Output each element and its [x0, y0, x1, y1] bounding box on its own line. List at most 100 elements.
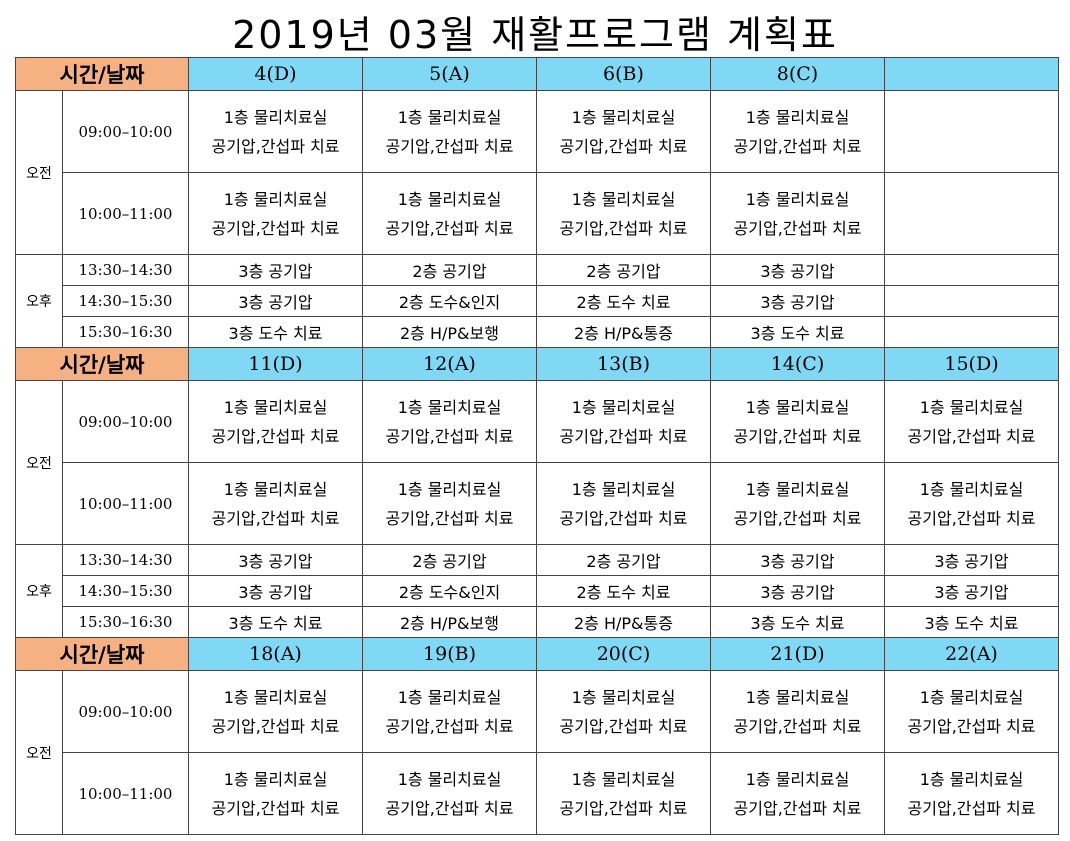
date-header: 4(D) — [188, 57, 363, 91]
period-label: 오후 — [15, 254, 63, 348]
period-label: 오전 — [15, 90, 63, 255]
schedule-cell: 3층 공기압 — [710, 575, 885, 607]
cell-line: 공기압,간섭파 치료 — [385, 218, 514, 238]
date-header: 19(B) — [362, 637, 537, 671]
cell-line: 공기압,간섭파 치료 — [559, 508, 688, 528]
schedule-cell: 3층 공기압 — [710, 254, 885, 286]
cell-line: 공기압,간섭파 치료 — [211, 426, 340, 446]
date-header: 6(B) — [536, 57, 711, 91]
cell-text: 2층 도수 치료 — [576, 583, 671, 602]
schedule-cell: 3층 공기압 — [884, 544, 1059, 576]
schedule-cell: 3층 공기압 — [710, 285, 885, 317]
time-slot: 09:00–10:00 — [62, 670, 189, 753]
time-slot: 13:30–14:30 — [62, 254, 189, 286]
cell-text: 3층 공기압 — [760, 262, 835, 281]
schedule-cell: 3층 도수 치료 — [710, 606, 885, 638]
cell-text: 2층 도수 치료 — [576, 293, 671, 312]
schedule-cell: 1층 물리치료실 공기압,간섭파 치료 — [536, 90, 711, 173]
time-slot: 15:30–16:30 — [62, 606, 189, 638]
cell-text: 2층 공기압 — [412, 262, 487, 281]
date-header: 12(A) — [362, 347, 537, 381]
cell-line: 1층 물리치료실 — [223, 189, 328, 209]
cell-text: 2층 도수&인지 — [398, 583, 501, 602]
cell-line: 1층 물리치료실 — [571, 107, 676, 127]
cell-line: 공기압,간섭파 치료 — [733, 716, 862, 736]
cell-line: 1층 물리치료실 — [571, 397, 676, 417]
cell-text: 2층 공기압 — [586, 552, 661, 571]
cell-text: 3층 공기압 — [238, 293, 313, 312]
header-label: 시간/날짜 — [15, 57, 189, 91]
period-label: 오전 — [15, 380, 63, 545]
time-slot: 14:30–15:30 — [62, 285, 189, 317]
cell-text: 2층 H/P&통증 — [574, 324, 673, 343]
cell-line: 1층 물리치료실 — [223, 107, 328, 127]
schedule-cell: 3층 공기압 — [188, 254, 363, 286]
cell-text: 3층 도수 치료 — [228, 324, 323, 343]
time-slot: 10:00–11:00 — [62, 172, 189, 255]
cell-line: 1층 물리치료실 — [745, 479, 850, 499]
schedule-cell — [884, 316, 1059, 348]
schedule-cell: 1층 물리치료실 공기압,간섭파 치료 — [536, 462, 711, 545]
cell-text: 2층 H/P&보행 — [400, 324, 499, 343]
cell-text: 3층 도수 치료 — [228, 614, 323, 633]
schedule-cell: 1층 물리치료실 공기압,간섭파 치료 — [710, 380, 885, 463]
schedule-cell: 2층 H/P&보행 — [362, 316, 537, 348]
cell-text: 2층 도수&인지 — [398, 293, 501, 312]
schedule-cell: 3층 도수 치료 — [884, 606, 1059, 638]
cell-line: 1층 물리치료실 — [745, 687, 850, 707]
cell-text: 3층 도수 치료 — [750, 614, 845, 633]
schedule-cell: 3층 공기압 — [188, 575, 363, 607]
schedule-cell: 1층 물리치료실 공기압,간섭파 치료 — [536, 752, 711, 835]
date-header: 11(D) — [188, 347, 363, 381]
schedule-cell: 2층 도수&인지 — [362, 285, 537, 317]
time-slot: 14:30–15:30 — [62, 575, 189, 607]
schedule-cell: 1층 물리치료실 공기압,간섭파 치료 — [362, 172, 537, 255]
cell-line: 공기압,간섭파 치료 — [211, 218, 340, 238]
cell-line: 1층 물리치료실 — [397, 397, 502, 417]
schedule-cell: 1층 물리치료실 공기압,간섭파 치료 — [710, 90, 885, 173]
schedule-cell: 3층 도수 치료 — [188, 606, 363, 638]
cell-line: 1층 물리치료실 — [919, 687, 1024, 707]
time-slot: 15:30–16:30 — [62, 316, 189, 348]
cell-line: 1층 물리치료실 — [223, 687, 328, 707]
period-label: 오후 — [15, 544, 63, 638]
cell-line: 공기압,간섭파 치료 — [211, 508, 340, 528]
cell-text: 3층 공기압 — [760, 293, 835, 312]
schedule-cell: 2층 공기압 — [536, 544, 711, 576]
schedule-cell: 1층 물리치료실 공기압,간섭파 치료 — [362, 462, 537, 545]
cell-line: 1층 물리치료실 — [223, 397, 328, 417]
cell-line: 1층 물리치료실 — [397, 769, 502, 789]
schedule-cell: 1층 물리치료실 공기압,간섭파 치료 — [188, 752, 363, 835]
schedule-cell: 2층 공기압 — [362, 544, 537, 576]
schedule-cell: 3층 공기압 — [188, 544, 363, 576]
schedule-cell — [884, 254, 1059, 286]
cell-text: 3층 공기압 — [760, 583, 835, 602]
cell-line: 1층 물리치료실 — [919, 479, 1024, 499]
header-label: 시간/날짜 — [15, 347, 189, 381]
cell-line: 공기압,간섭파 치료 — [385, 798, 514, 818]
schedule-cell: 1층 물리치료실 공기압,간섭파 치료 — [536, 670, 711, 753]
cell-text: 3층 도수 치료 — [750, 324, 845, 343]
cell-line: 공기압,간섭파 치료 — [211, 798, 340, 818]
cell-line: 1층 물리치료실 — [397, 687, 502, 707]
cell-line: 1층 물리치료실 — [745, 189, 850, 209]
cell-text: 3층 공기압 — [238, 262, 313, 281]
cell-text: 3층 공기압 — [934, 552, 1009, 571]
schedule-cell: 1층 물리치료실 공기압,간섭파 치료 — [536, 172, 711, 255]
cell-line: 공기압,간섭파 치료 — [211, 136, 340, 156]
cell-text: 2층 공기압 — [586, 262, 661, 281]
schedule-cell: 2층 H/P&보행 — [362, 606, 537, 638]
date-header: 20(C) — [536, 637, 711, 671]
cell-line: 공기압,간섭파 치료 — [907, 716, 1036, 736]
cell-line: 공기압,간섭파 치료 — [907, 426, 1036, 446]
schedule-cell: 1층 물리치료실 공기압,간섭파 치료 — [188, 670, 363, 753]
schedule-cell: 2층 H/P&통증 — [536, 316, 711, 348]
cell-line: 공기압,간섭파 치료 — [907, 798, 1036, 818]
cell-line: 공기압,간섭파 치료 — [385, 716, 514, 736]
cell-line: 1층 물리치료실 — [397, 107, 502, 127]
